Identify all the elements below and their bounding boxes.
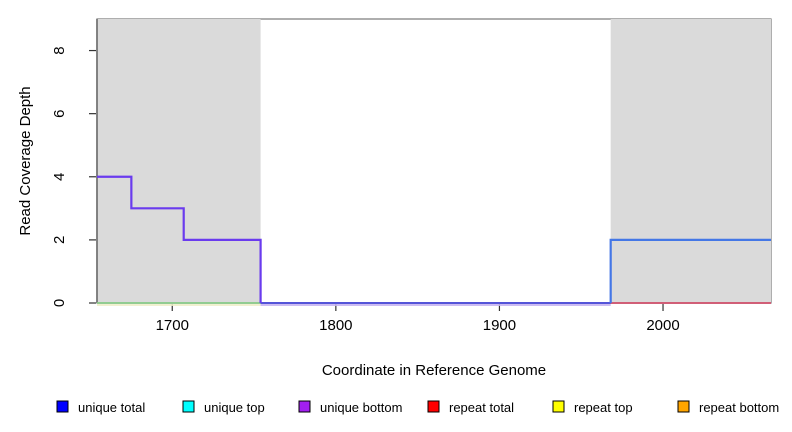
shaded-region-left (97, 19, 261, 303)
y-tick-label: 8 (51, 46, 68, 54)
legend-label-repeat-total: repeat total (449, 400, 514, 415)
legend-swatch-unique-bottom (298, 400, 311, 413)
x-axis-label: Coordinate in Reference Genome (322, 362, 546, 379)
y-tick-label: 2 (51, 236, 68, 244)
y-tick-label: 0 (51, 299, 68, 307)
legend-label-unique-total: unique total (78, 400, 145, 415)
legend-swatch-repeat-bottom (677, 400, 690, 413)
x-tick-label: 2000 (646, 317, 679, 334)
legend-label-unique-bottom: unique bottom (320, 400, 402, 415)
x-tick-label: 1800 (319, 317, 352, 334)
legend-swatch-unique-total (56, 400, 69, 413)
legend-label-repeat-top: repeat top (574, 400, 633, 415)
legend-label-unique-top: unique top (204, 400, 265, 415)
y-tick-label: 6 (51, 109, 68, 117)
legend-swatch-repeat-top (552, 400, 565, 413)
series-unique-bottom-coverage-steps (97, 175, 262, 303)
series-unique-total-right-step (609, 238, 771, 303)
y-axis-label: Read Coverage Depth (17, 86, 34, 235)
legend-label-repeat-bottom: repeat bottom (699, 400, 779, 415)
legend-swatch-repeat-total (427, 400, 440, 413)
shaded-region-right (610, 19, 771, 303)
y-tick-label: 4 (51, 173, 68, 181)
legend-swatch-unique-top (182, 400, 195, 413)
x-tick-label: 1700 (156, 317, 189, 334)
x-tick-label: 1900 (483, 317, 516, 334)
